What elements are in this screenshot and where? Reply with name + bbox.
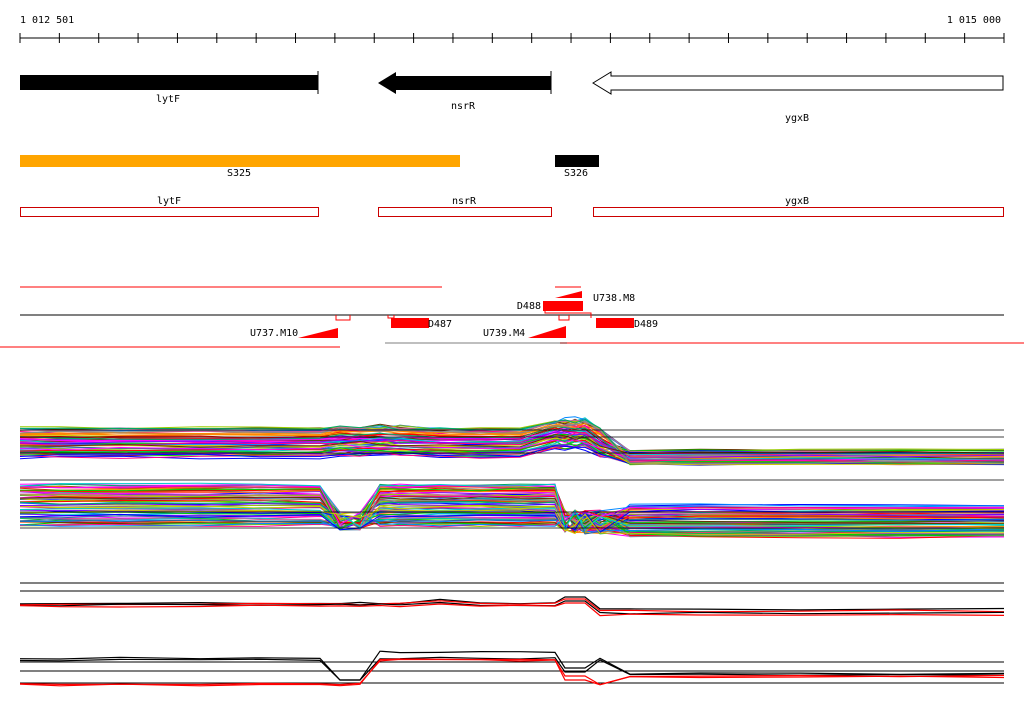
expression-profiles-minus	[19, 479, 1005, 539]
profile-line	[19, 656, 1005, 681]
segment-label-s325: S325	[227, 168, 251, 179]
ruler-start-label: 1 012 501	[20, 15, 74, 26]
gene-arrow-nsrr[interactable]	[378, 72, 551, 94]
profile-line	[19, 598, 1005, 613]
downshift-label-d489: D489	[634, 319, 658, 330]
profile-line	[19, 508, 1005, 528]
profile-line	[19, 500, 1005, 535]
profile-line	[19, 512, 1005, 533]
gene-label-lytf: lytF	[156, 94, 180, 105]
gene-label-ygxb: ygxB	[785, 113, 809, 124]
ruler: 1 012 501 1 015 000	[19, 15, 1005, 43]
tu-label-u739-m4: U739.M4	[483, 328, 525, 339]
ruler-end-label: 1 015 000	[947, 15, 1001, 26]
profile-line	[19, 502, 1005, 532]
downshift-d489[interactable]	[596, 318, 634, 328]
profile-line	[19, 491, 1005, 531]
tu-wedge-u739-m4[interactable]	[528, 326, 566, 338]
gene-nsrr[interactable]: nsrR	[378, 71, 552, 112]
profile-line	[19, 602, 1005, 617]
annotation-box-lytf[interactable]	[20, 207, 319, 217]
annotation-label-ygxb: ygxB	[785, 196, 809, 207]
profile-line	[19, 431, 1005, 463]
gene-label-nsrr: nsrR	[451, 101, 476, 112]
profile-line	[19, 510, 1005, 531]
profile-line	[19, 658, 1005, 686]
profile-line	[19, 509, 1005, 535]
profile-line	[19, 501, 1005, 535]
gene-arrow-ygxb[interactable]	[592, 71, 1004, 95]
profile-line	[19, 492, 1005, 534]
profile-line	[19, 512, 1005, 533]
ruler-ticks	[19, 33, 1005, 43]
profile-line	[19, 658, 1005, 687]
profile-line	[19, 505, 1005, 535]
tu-label-u737-m10: U737.M10	[250, 328, 298, 339]
downshift-label-d487: D487	[428, 319, 452, 330]
gene-ygxb[interactable]: ygxB	[592, 71, 1004, 124]
profile-line	[19, 508, 1005, 533]
expression-profiles-plus	[19, 416, 1005, 466]
profile-line	[19, 650, 1005, 681]
tu-wedge-u738-m8[interactable]	[555, 291, 582, 298]
profile-line	[19, 485, 1005, 531]
annotation-label-nsrr: nsrR	[452, 196, 477, 207]
tu-wedge-u737-m10[interactable]	[298, 328, 338, 338]
annotation-box-nsrr[interactable]	[378, 207, 552, 217]
summary-profile-plus	[19, 596, 1005, 617]
profile-line	[19, 496, 1005, 525]
profile-line	[19, 509, 1005, 535]
segment-s325[interactable]	[20, 155, 460, 167]
profile-line	[19, 420, 1005, 465]
tu-label-u738-m8: U738.M8	[593, 293, 635, 304]
segment-s326[interactable]	[555, 155, 599, 167]
annotation-box-ygxb[interactable]	[593, 207, 1004, 217]
annotation-label-lytf: lytF	[157, 196, 181, 207]
summary-profile-minus	[19, 650, 1005, 687]
profile-line	[19, 419, 1005, 454]
profile-line	[19, 487, 1005, 537]
annotation-track: lytF nsrR ygxB	[20, 196, 1004, 217]
segment-track: S325 S326	[20, 155, 599, 179]
downshift-d488[interactable]	[543, 301, 583, 311]
gene-arrow-lytf[interactable]	[20, 75, 318, 90]
summary-tracks	[19, 582, 1005, 687]
feature-track: U738.M8 D488 U737.M10 D487 U739.M4 D489	[0, 286, 1024, 348]
profile-line	[19, 494, 1005, 530]
profile-line	[19, 482, 1005, 531]
profile-line	[19, 497, 1004, 538]
downshift-label-d488: D488	[517, 301, 541, 312]
gene-lytf[interactable]: lytF	[20, 71, 319, 105]
segment-label-s326: S326	[564, 168, 588, 179]
gene-track: lytF nsrR ygxB	[20, 71, 1004, 124]
downshift-d487[interactable]	[391, 318, 429, 328]
